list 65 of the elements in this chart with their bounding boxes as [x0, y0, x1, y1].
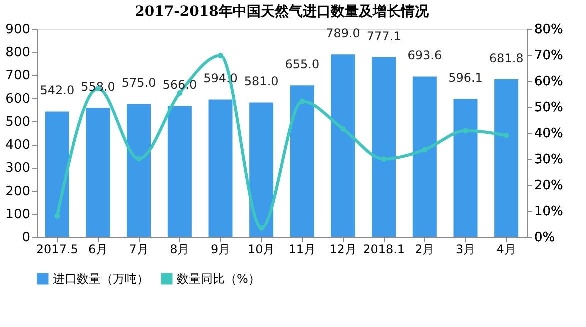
bar	[331, 54, 356, 237]
data-label: 693.6	[408, 48, 442, 63]
bar	[208, 100, 233, 237]
y-tick-label: 300	[6, 161, 30, 176]
y-tick-label: 200	[6, 184, 30, 200]
bar	[454, 99, 478, 237]
bar	[168, 106, 192, 237]
y2-tick-label: 20%	[534, 178, 564, 194]
x-tick-label: 2017.5	[36, 242, 78, 256]
y-tick-label: 0	[22, 230, 30, 246]
y2-tick-label: 50%	[534, 100, 564, 116]
y2-tick-label: 40%	[534, 126, 564, 142]
point	[300, 98, 306, 104]
y2-tick-label: 0%	[534, 230, 556, 246]
data-label: 581.0	[244, 74, 279, 89]
data-label: 575.0	[122, 76, 156, 90]
y-tick-label: 500	[6, 114, 30, 130]
x-tick-label: 7月	[129, 242, 149, 256]
x-tick-label: 2月	[415, 242, 435, 256]
x-tick-label: 10月	[248, 242, 276, 256]
x-tick-label: 12月	[330, 242, 357, 256]
bar	[45, 112, 70, 237]
x-tick-label: 2018.1	[363, 242, 406, 256]
legend-label: 进口数量（万吨）	[53, 272, 149, 286]
point	[422, 147, 428, 153]
point	[381, 156, 387, 162]
bar	[86, 108, 110, 237]
point	[218, 53, 224, 59]
y2-tick-label: 60%	[534, 74, 564, 90]
bar	[372, 57, 396, 237]
y-tick-label: 100	[6, 207, 30, 222]
bar	[412, 76, 437, 237]
y-tick-label: 800	[6, 46, 30, 61]
y2-tick-label: 10%	[534, 204, 564, 220]
chart-title: 2017-2018年中国天然气进口数量及增长情况	[135, 4, 430, 20]
x-tick-label: 4月	[496, 242, 516, 256]
y-tick-label: 700	[6, 68, 30, 84]
point	[54, 213, 60, 219]
data-label: 777.1	[366, 29, 402, 44]
data-label: 542.0	[40, 84, 75, 98]
point	[463, 128, 468, 134]
y2-tick-label: 30%	[534, 152, 564, 168]
x-tick-label: 6月	[88, 242, 108, 256]
point	[340, 126, 346, 132]
legend-label: 数量同比（%）	[177, 272, 260, 286]
x-tick-label: 11月	[288, 242, 316, 256]
y-tick-label: 600	[6, 92, 30, 107]
x-tick-label: 8月	[170, 242, 190, 256]
bar	[290, 86, 314, 237]
y-tick-label: 900	[6, 22, 30, 38]
x-tick-label: 9月	[210, 242, 231, 256]
point	[258, 225, 264, 231]
bar	[494, 79, 519, 237]
y2-tick-label: 70%	[534, 48, 564, 64]
bar	[250, 102, 274, 237]
data-label: 681.8	[489, 51, 524, 66]
y2-tick-label: 80%	[534, 22, 564, 38]
y-tick-label: 400	[6, 138, 30, 154]
data-label: 655.0	[285, 58, 320, 72]
bar	[127, 104, 152, 237]
data-label: 789.0	[326, 26, 360, 41]
point	[136, 156, 142, 162]
x-tick-label: 3月	[456, 242, 476, 256]
point	[504, 132, 510, 138]
data-label: 596.1	[448, 71, 483, 86]
